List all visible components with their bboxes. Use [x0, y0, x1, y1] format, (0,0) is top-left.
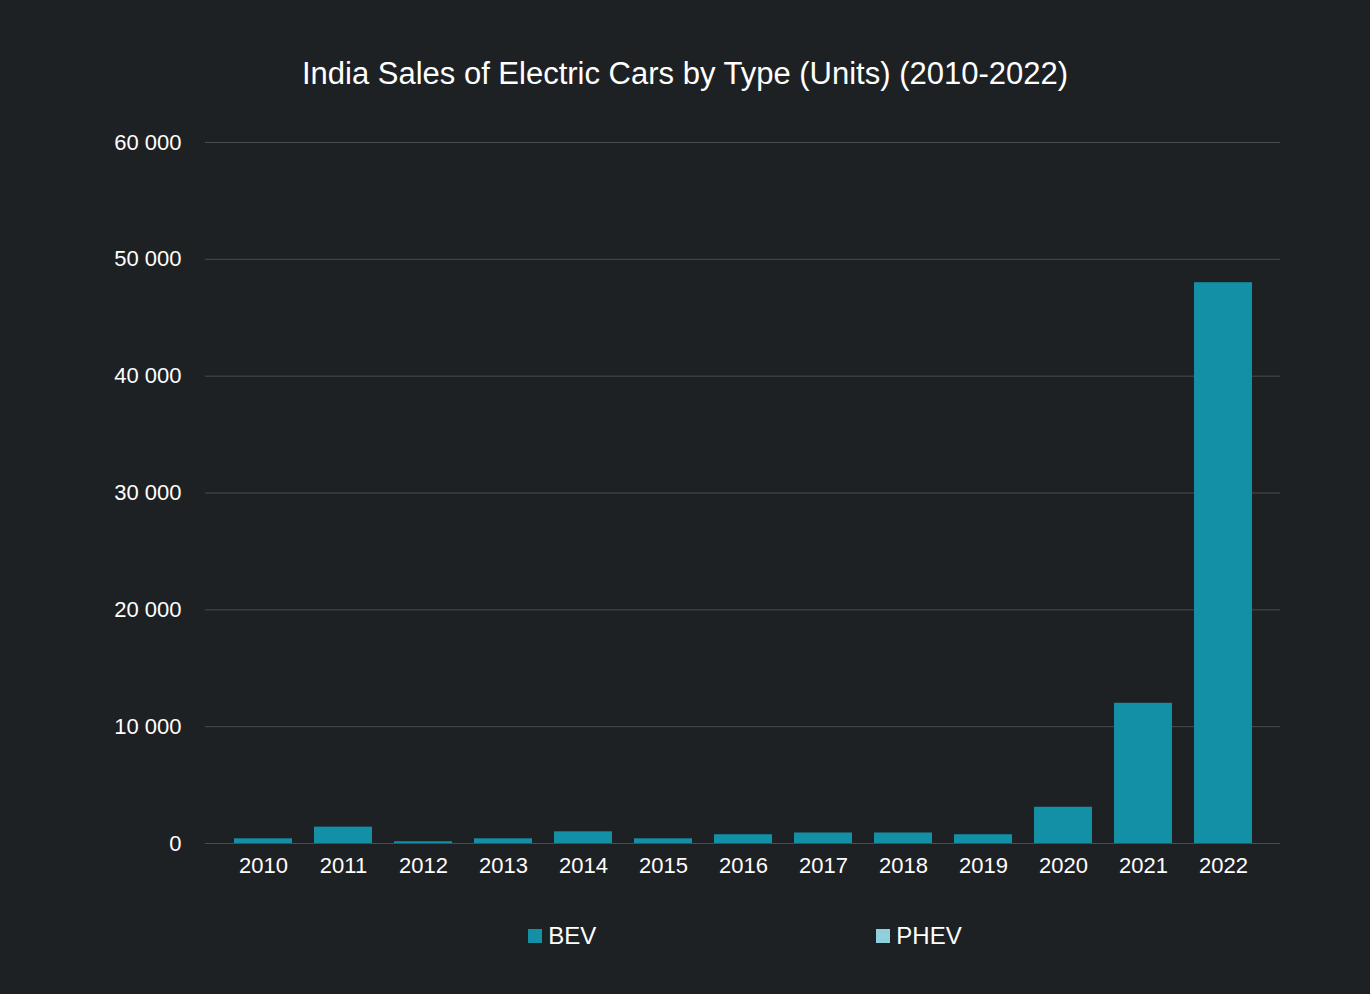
svg-text:30 000: 30 000: [114, 480, 181, 505]
svg-text:2016: 2016: [719, 853, 768, 878]
svg-text:10 000: 10 000: [114, 714, 181, 739]
svg-text:2013: 2013: [479, 853, 528, 878]
svg-text:2018: 2018: [879, 853, 928, 878]
svg-text:50 000: 50 000: [114, 246, 181, 271]
svg-text:2021: 2021: [1119, 853, 1168, 878]
svg-text:2012: 2012: [399, 853, 448, 878]
svg-text:40 000: 40 000: [114, 363, 181, 388]
svg-text:2010: 2010: [239, 853, 288, 878]
svg-text:2017: 2017: [799, 853, 848, 878]
html-text:BEV: BEV: [548, 922, 597, 949]
svg-text:2011: 2011: [320, 853, 367, 878]
svg-text:2020: 2020: [1039, 853, 1088, 878]
svg-text:2014: 2014: [559, 853, 608, 878]
svg-text:20 000: 20 000: [114, 597, 181, 622]
svg-text:2022: 2022: [1199, 853, 1248, 878]
svg-text:2019: 2019: [959, 853, 1008, 878]
svg-text:0: 0: [169, 831, 181, 856]
svg-text:2015: 2015: [639, 853, 688, 878]
svg-text:60 000: 60 000: [114, 130, 181, 155]
html-text:PHEV: PHEV: [896, 922, 962, 949]
html-text:India Sales of Electric Cars b: India Sales of Electric Cars by Type (Un…: [301, 56, 1069, 91]
